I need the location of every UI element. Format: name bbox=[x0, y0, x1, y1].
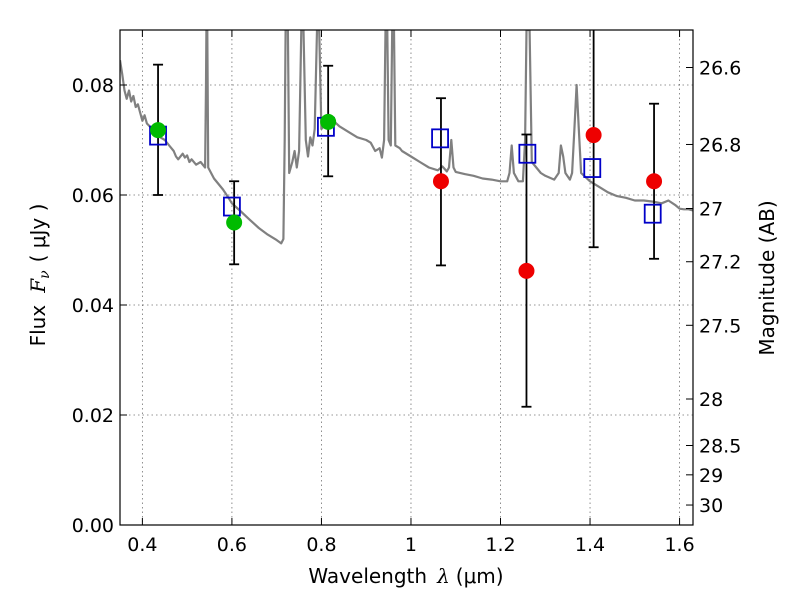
observed-point bbox=[320, 113, 337, 130]
axes: 0.4 0.6 0.8 1 1.2 1.4 1.6 0.00 0.02 0.04 0.06 0.08 2… bbox=[72, 30, 741, 556]
y2-tick-label: 28.5 bbox=[699, 435, 741, 457]
y2-tick-label: 27.5 bbox=[699, 315, 741, 337]
y2-tick-label: 27 bbox=[699, 198, 723, 220]
y2-tick-label: 28 bbox=[699, 389, 723, 411]
x-tick-label: 0.8 bbox=[306, 534, 336, 556]
x-tick-label: 1.4 bbox=[575, 534, 605, 556]
observed-point bbox=[150, 122, 167, 139]
spectrum-line bbox=[120, 30, 693, 245]
y2-tick-label: 27.2 bbox=[699, 252, 741, 274]
y2-axis-label: Magnitude (AB) bbox=[755, 200, 779, 355]
y-tick-label: 0.00 bbox=[72, 515, 114, 537]
observed-point bbox=[226, 214, 243, 231]
model-square-marker bbox=[583, 158, 602, 178]
observed-point bbox=[518, 262, 535, 279]
x-axis-label: Wavelength λ (μm) bbox=[308, 564, 503, 588]
observed-point bbox=[432, 173, 449, 190]
y2-tick-label: 30 bbox=[699, 495, 723, 517]
y2-tick-label: 26.8 bbox=[699, 134, 741, 156]
y2-tick-label: 29 bbox=[699, 465, 723, 487]
y-tick-label: 0.02 bbox=[72, 405, 114, 427]
y-tick-label: 0.08 bbox=[72, 75, 114, 97]
model-square-marker bbox=[643, 203, 662, 224]
y-axis-label: FluxFν( μJy ) bbox=[26, 204, 53, 347]
y-tick-label: 0.04 bbox=[72, 295, 114, 317]
x-tick-label: 0.4 bbox=[127, 534, 157, 556]
plot-area bbox=[120, 30, 693, 408]
observed-point bbox=[585, 127, 602, 144]
plot-frame bbox=[119, 29, 694, 526]
y-tick-label: 0.06 bbox=[72, 185, 114, 207]
x-tick-label: 0.6 bbox=[217, 534, 247, 556]
x-tick-label: 1 bbox=[405, 534, 417, 556]
x-tick-label: 1.6 bbox=[664, 534, 694, 556]
observed-point bbox=[646, 173, 663, 190]
model-square-marker bbox=[431, 128, 449, 149]
model-square-marker bbox=[518, 143, 537, 164]
y2-tick-label: 26.6 bbox=[699, 58, 741, 80]
x-tick-label: 1.2 bbox=[485, 534, 515, 556]
